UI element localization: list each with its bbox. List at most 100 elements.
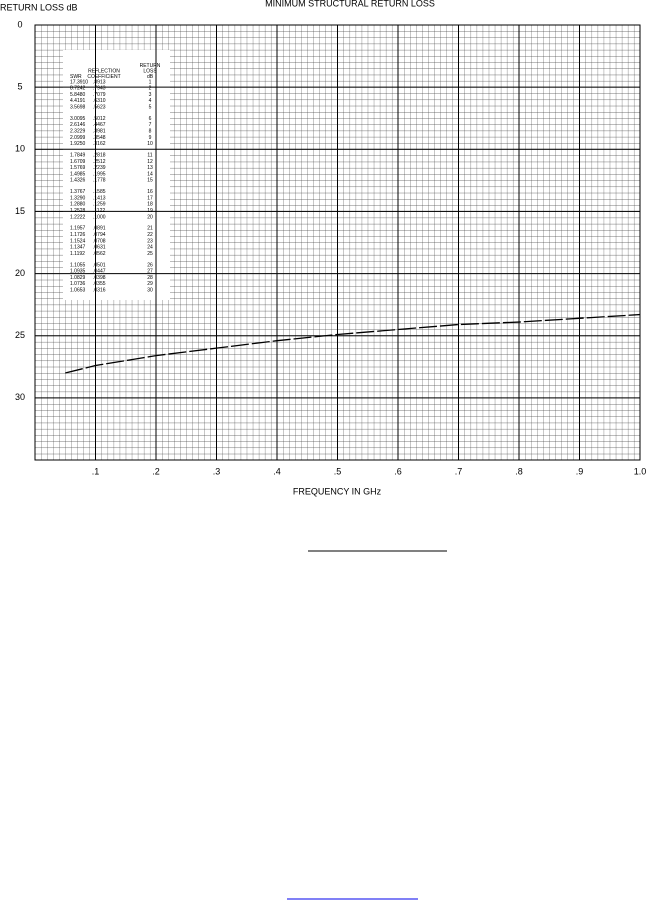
table-cell: .0562 <box>93 251 106 257</box>
x-tick-label: .1 <box>92 466 100 476</box>
table-cell: .6310 <box>93 98 106 104</box>
table-cell: .1995 <box>93 171 106 177</box>
table-cell: 13 <box>147 165 153 171</box>
table-cell: 7 <box>149 122 152 128</box>
table-cell: .3548 <box>93 135 106 141</box>
table-cell: 27 <box>147 269 153 275</box>
table-cell: 22 <box>147 232 153 238</box>
table-cell: .4467 <box>93 122 106 128</box>
x-tick-label: .8 <box>515 466 523 476</box>
table-cell: 17 <box>147 195 153 201</box>
table-cell: 5.8480 <box>70 92 86 98</box>
table-cell: .1259 <box>93 202 106 208</box>
table-cell: 24 <box>147 245 153 251</box>
table-cell: 1.2222 <box>70 214 86 220</box>
table-cell: 1.1055 <box>70 262 86 268</box>
table-cell: 14 <box>147 171 153 177</box>
table-cell: 5 <box>149 105 152 111</box>
table-cell: 15 <box>147 178 153 184</box>
table-cell: 21 <box>147 226 153 232</box>
table-cell: .3981 <box>93 129 106 135</box>
table-cell: .2818 <box>93 153 106 159</box>
table-cell: 30 <box>147 288 153 294</box>
table-cell: 1.3767 <box>70 189 86 195</box>
x-tick-label: .7 <box>455 466 463 476</box>
x-tick-label: .9 <box>576 466 584 476</box>
y-tick-label: 10 <box>15 144 25 154</box>
table-cell: 20 <box>147 214 153 220</box>
table-cell: 2 <box>149 86 152 92</box>
table-cell: 1.1726 <box>70 232 86 238</box>
table-cell: 1.4326 <box>70 178 86 184</box>
table-cell: 12 <box>147 159 153 165</box>
table-cell: .3162 <box>93 141 106 147</box>
table-cell: .0891 <box>93 226 106 232</box>
table-cell: .0501 <box>93 262 106 268</box>
table-cell: .5623 <box>93 105 106 111</box>
table-cell: 4 <box>149 98 152 104</box>
x-tick-label: 1.0 <box>634 466 647 476</box>
table-cell: 1.1524 <box>70 238 86 244</box>
table-cell: .0708 <box>93 238 106 244</box>
y-tick-label: 20 <box>15 268 25 278</box>
table-cell: 3.0095 <box>70 116 86 122</box>
table-cell: 3 <box>149 92 152 98</box>
table-cell: 16 <box>147 189 153 195</box>
table-cell: .0631 <box>93 245 106 251</box>
table-cell: 1.2528 <box>70 208 86 214</box>
table-cell: 1.1347 <box>70 245 86 251</box>
table-cell: .5012 <box>93 116 106 122</box>
table-cell: 23 <box>147 238 153 244</box>
table-cell: 1.0736 <box>70 281 86 287</box>
x-tick-label: .4 <box>273 466 281 476</box>
series-line <box>65 313 641 374</box>
chart-title: MINIMUM STRUCTURAL RETURN LOSS <box>265 0 435 8</box>
table-cell: .7079 <box>93 92 106 98</box>
table-cell: 1.7849 <box>70 153 86 159</box>
table-cell: 2.6146 <box>70 122 86 128</box>
table-cell: 1.6709 <box>70 159 86 165</box>
table-cell: 26 <box>147 262 153 268</box>
table-cell: 1.3290 <box>70 195 86 201</box>
table-cell: .8913 <box>93 79 106 85</box>
y-tick-label: 15 <box>15 206 25 216</box>
table-cell: 17.3910 <box>70 79 88 85</box>
table-cell: .0316 <box>93 288 106 294</box>
table-cell: 11 <box>147 153 152 159</box>
table-cell: .1585 <box>93 189 106 195</box>
table-cell: .0355 <box>93 281 106 287</box>
table-cell: 25 <box>147 251 153 257</box>
table-header: dB <box>147 74 154 80</box>
table-cell: .1413 <box>93 195 106 201</box>
y-tick-label: 30 <box>15 392 25 402</box>
table-cell: 9 <box>149 135 152 141</box>
table-cell: 1.1192 <box>70 251 85 257</box>
y-tick-label: 25 <box>15 330 25 340</box>
y-axis-label: RETURN LOSS dB <box>0 2 78 12</box>
table-cell: 4.4191 <box>70 98 86 104</box>
table-cell: 18 <box>147 202 153 208</box>
table-cell: .1000 <box>93 214 106 220</box>
table-cell: 1 <box>149 79 152 85</box>
table-cell: 28 <box>147 275 153 281</box>
x-tick-label: .2 <box>152 466 160 476</box>
table-header: SWR <box>70 74 82 80</box>
table-cell: 1.9250 <box>70 141 86 147</box>
table-cell: .0794 <box>93 232 106 238</box>
table-cell: .1122 <box>93 208 105 214</box>
table-header: RETURN <box>140 63 161 69</box>
table-cell: 19 <box>147 208 153 214</box>
table-cell: 1.1957 <box>70 226 86 232</box>
y-tick-label: 5 <box>17 82 22 92</box>
table-cell: 2.3229 <box>70 129 86 135</box>
table-cell: 1.5769 <box>70 165 86 171</box>
x-axis-label: FREQUENCY IN GHz <box>293 486 382 496</box>
table-cell: .2512 <box>93 159 106 165</box>
table-cell: 8 <box>149 129 152 135</box>
table-cell: 1.4985 <box>70 171 86 177</box>
table-cell: .7943 <box>93 86 106 92</box>
table-cell: .2239 <box>93 165 106 171</box>
table-cell: .1778 <box>93 178 106 184</box>
table-cell: 3.5698 <box>70 105 86 111</box>
y-tick-label: 0 <box>17 19 22 29</box>
